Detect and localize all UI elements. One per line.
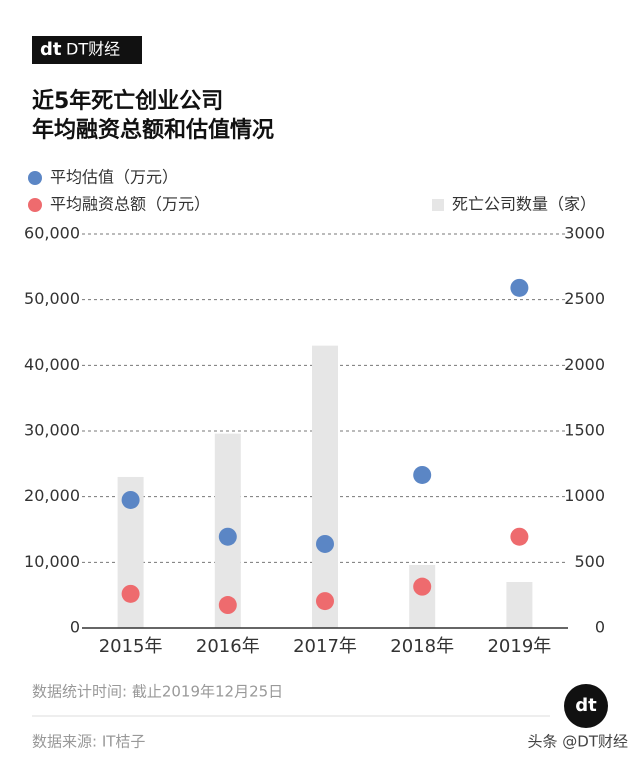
- bar: [312, 345, 338, 628]
- brand-logo: dt: [40, 39, 62, 60]
- y-tick-label: 60,000: [24, 224, 80, 243]
- y-tick-label: 0: [70, 618, 80, 637]
- y-tick-label: 50,000: [24, 289, 80, 308]
- y-tick-label: 40,000: [24, 355, 80, 374]
- legend-label: 平均融资总额（万元）: [50, 195, 210, 214]
- legend-swatch: [28, 171, 42, 185]
- legend-label: 死亡公司数量（家）: [452, 195, 596, 214]
- y2-tick-label: 1500: [564, 421, 605, 440]
- dot: [218, 596, 237, 615]
- dot: [413, 577, 432, 596]
- x-tick-label: 2017年: [293, 636, 357, 657]
- dot: [316, 592, 334, 611]
- dot: [510, 278, 529, 297]
- y-tick-label: 10,000: [24, 552, 80, 571]
- x-tick-label: 2018年: [390, 636, 454, 657]
- bar: [409, 564, 436, 628]
- y2-tick-label: 2000: [564, 355, 605, 374]
- dot: [121, 490, 140, 509]
- dot: [510, 527, 529, 546]
- y-tick-label: 30,000: [24, 421, 80, 440]
- dot: [218, 527, 237, 546]
- legend-label: 平均估值（万元）: [50, 168, 178, 187]
- y2-tick-label: 2500: [564, 289, 605, 308]
- legend-swatch: [432, 199, 444, 211]
- footer-logo: [564, 684, 608, 728]
- brand-name: DT财经: [66, 40, 120, 59]
- dot: [121, 584, 140, 603]
- footer-logo-text: dt: [575, 695, 597, 716]
- dot: [316, 534, 334, 553]
- y2-tick-label: 1000: [564, 486, 605, 505]
- x-tick-label: 2016年: [196, 636, 260, 657]
- watermark: 头条 @DT财经: [528, 733, 628, 751]
- y2-tick-label: 3000: [564, 224, 605, 243]
- brand-badge: [32, 36, 142, 64]
- bar: [506, 582, 533, 628]
- legend-swatch: [28, 198, 42, 212]
- y2-tick-label: 0: [595, 618, 605, 637]
- source: 数据来源: IT桔子: [32, 733, 145, 751]
- chart-title: 近5年死亡创业公司: [32, 88, 223, 114]
- y-tick-label: 20,000: [24, 486, 80, 505]
- y2-tick-label: 500: [574, 552, 605, 571]
- x-tick-label: 2015年: [99, 636, 163, 657]
- x-tick-label: 2019年: [487, 636, 551, 657]
- dot: [413, 465, 432, 484]
- chart-title: 年均融资总额和估值情况: [32, 117, 274, 143]
- date-note: 数据统计时间: 截止2019年12月25日: [32, 683, 283, 701]
